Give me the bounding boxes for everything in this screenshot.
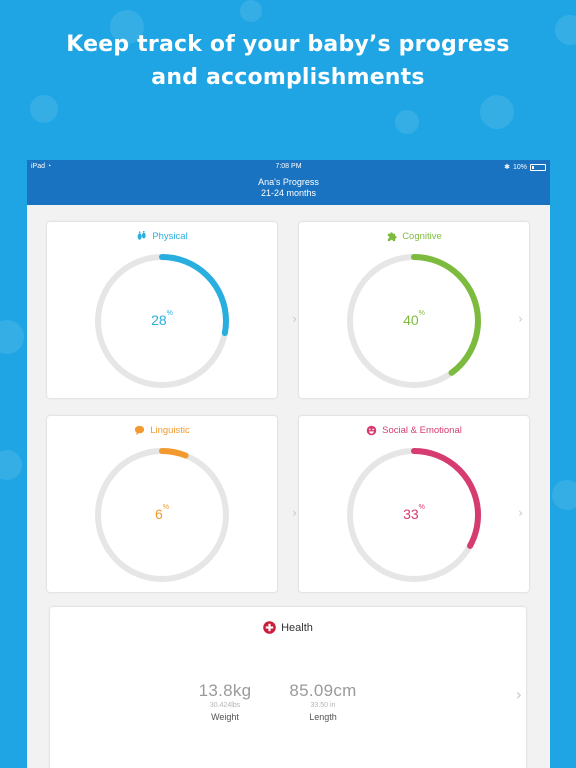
chevron-right-icon[interactable]: › [518, 312, 523, 326]
physical-label: Physical [152, 231, 188, 242]
health-card[interactable]: Health 13.8kg 30.424lbs Weight 85.09cm 3… [50, 607, 526, 768]
length-value: 85.09cm [289, 681, 357, 700]
physical-progress-ring [95, 254, 229, 388]
status-bar: iPad ◔ 7:08 PM ✱ 10% [27, 160, 550, 175]
footprints-icon [137, 231, 146, 240]
linguistic-card[interactable]: Linguistic 6% › [47, 416, 297, 592]
linguistic-progress-ring [95, 448, 229, 582]
physical-card[interactable]: Physical 28% › [47, 222, 297, 398]
wifi-icon: ◔ [46, 163, 52, 170]
linguistic-title: Linguistic [47, 425, 277, 436]
weight-value: 13.8kg [198, 681, 252, 700]
battery-icon [530, 163, 546, 171]
weight-alt-value: 30.424lbs [209, 702, 241, 709]
ring-progress [347, 448, 481, 582]
nav-bar: Ana's Progress 21-24 months [27, 175, 550, 205]
cognitive-card[interactable]: Cognitive 40% › [299, 222, 529, 398]
headline-line-2: and accomplishments [151, 65, 425, 90]
social-emotional-percentage: 33% [299, 504, 529, 522]
health-title: Health [50, 621, 526, 634]
device-screen: iPad ◔ 7:08 PM ✱ 10% Ana's Progress 21-2… [27, 160, 550, 768]
percentage-unit: % [166, 310, 173, 317]
headline-line-1: Keep track of your baby’s progress [66, 32, 510, 57]
cognitive-progress-ring [347, 254, 481, 388]
status-time: 7:08 PM [275, 163, 302, 170]
background-decoration [30, 95, 58, 123]
background-decoration [395, 110, 419, 134]
percentage-value: 28 [151, 312, 167, 328]
percentage-value: 6 [154, 506, 163, 522]
social-emotional-title: Social & Emotional [299, 425, 529, 436]
page-subtitle: 21-24 months [260, 188, 317, 198]
background-decoration [552, 480, 576, 510]
chevron-right-icon[interactable]: › [292, 312, 297, 326]
page-title: Ana's Progress [258, 177, 319, 187]
length-label: Length [309, 712, 337, 722]
ring-progress [95, 448, 229, 582]
background-decoration [480, 95, 514, 129]
battery-level: 10% [512, 163, 527, 171]
headline: Keep track of your baby’s progress and a… [0, 28, 576, 94]
background-decoration [0, 450, 22, 480]
cognitive-percentage: 40% [299, 310, 529, 328]
background-decoration [110, 10, 144, 44]
status-right: ✱ 10% [504, 163, 546, 171]
cognitive-label: Cognitive [402, 231, 442, 242]
chevron-right-icon[interactable]: › [292, 506, 297, 520]
length-metric: 85.09cm 33.50 in Length [276, 681, 370, 722]
status-left: iPad ◔ [31, 163, 51, 170]
background-decoration [0, 320, 24, 354]
linguistic-percentage: 6% [47, 504, 277, 522]
linguistic-label: Linguistic [150, 425, 190, 436]
percentage-unit: % [418, 310, 425, 317]
device-name: iPad [31, 163, 46, 170]
chevron-right-icon[interactable]: › [515, 685, 522, 704]
percentage-unit: % [418, 504, 425, 511]
social-emotional-progress-ring [347, 448, 481, 582]
bluetooth-icon: ✱ [504, 164, 510, 171]
physical-percentage: 28% [47, 310, 277, 328]
speech-bubble-icon [135, 425, 145, 436]
physical-title: Physical [47, 231, 277, 242]
percentage-value: 33 [403, 506, 419, 522]
smiley-icon [366, 425, 377, 436]
social-emotional-label: Social & Emotional [382, 425, 462, 436]
ring-progress [95, 254, 229, 388]
health-label: Health [281, 621, 313, 634]
puzzle-icon [388, 232, 397, 242]
medical-cross-icon [263, 621, 276, 634]
length-alt-value: 33.50 in [310, 702, 336, 709]
chevron-right-icon[interactable]: › [518, 506, 523, 520]
percentage-value: 40 [403, 312, 419, 328]
percentage-unit: % [162, 504, 170, 511]
social-emotional-card[interactable]: Social & Emotional 33% › [299, 416, 529, 592]
cognitive-title: Cognitive [299, 231, 529, 242]
background-decoration [240, 0, 262, 22]
ring-progress [347, 254, 481, 388]
background-decoration [555, 15, 576, 45]
weight-metric: 13.8kg 30.424lbs Weight [180, 681, 270, 722]
weight-label: Weight [211, 712, 239, 722]
